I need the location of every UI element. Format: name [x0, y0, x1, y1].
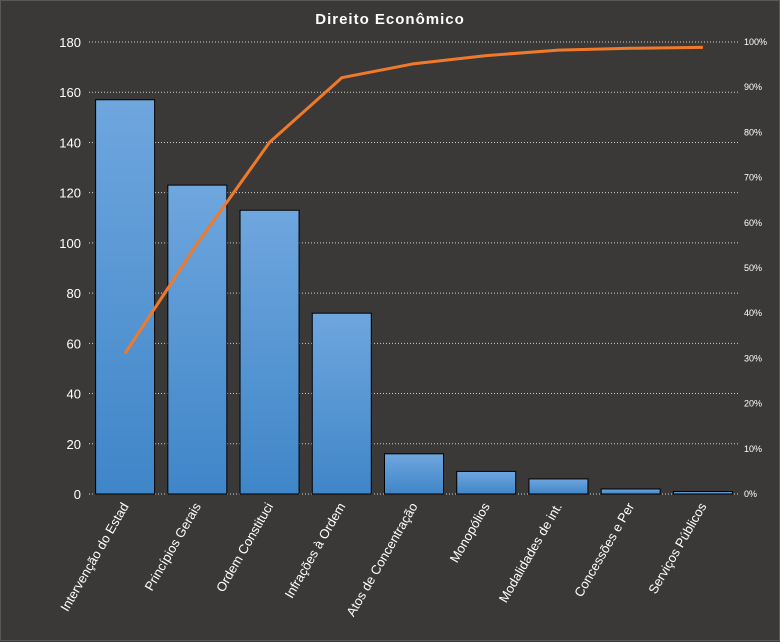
x-tick-label: Infrações à Ordem: [282, 500, 349, 601]
y-tick-label: 100: [59, 236, 81, 251]
y2-tick-label: 40%: [744, 308, 762, 318]
y-tick-label: 0: [74, 487, 81, 502]
x-tick-label: Concessões e Per: [571, 499, 637, 599]
bar: [384, 453, 444, 495]
bar: [600, 488, 661, 495]
y-tick-label: 40: [67, 387, 81, 402]
y-tick-label: 60: [67, 336, 81, 351]
x-tick-label: Princípios Gerais: [141, 500, 204, 594]
x-tick-label: Modalidades de int.: [496, 500, 565, 605]
y2-tick-label: 30%: [744, 353, 762, 363]
chart-title: Direito Econômico: [315, 11, 465, 28]
y-tick-label: 180: [59, 35, 81, 50]
bar: [672, 490, 733, 495]
y2-tick-label: 0%: [744, 489, 757, 499]
y2-tick-label: 20%: [744, 399, 762, 409]
y-tick-label: 80: [67, 286, 81, 301]
cumulative-percent-line: [123, 45, 703, 355]
y2-tick-label: 90%: [744, 82, 762, 92]
x-axis-labels: Intervenção do Estad Princípios Gerais Ord…: [57, 499, 709, 618]
cumulative-line: [123, 45, 703, 355]
bar: [311, 312, 372, 495]
x-tick-label: Intervenção do Estad: [57, 500, 131, 614]
x-tick-label: Atos de Concentração: [343, 500, 420, 619]
y-tick-label: 160: [59, 85, 81, 100]
x-tick-label: Monopólios: [447, 500, 493, 566]
y-tick-label: 120: [59, 186, 81, 201]
y-tick-label: 140: [59, 135, 81, 150]
y2-tick-label: 10%: [744, 444, 762, 454]
bar: [456, 470, 517, 495]
y2-tick-label: 60%: [744, 218, 762, 228]
bar: [239, 209, 300, 495]
y-tick-label: 20: [67, 437, 81, 452]
y-axis-primary: 0 20 40 60 80 100 120 140 160 180: [59, 35, 81, 502]
x-tick-label: Ordem Constituci: [213, 500, 276, 595]
bars: [95, 99, 733, 495]
bar: [528, 478, 589, 495]
y2-tick-label: 100%: [744, 37, 767, 47]
y2-tick-label: 70%: [744, 173, 762, 183]
bar: [95, 99, 156, 495]
x-tick-label: Serviços Públicos: [645, 500, 710, 597]
y2-tick-label: 50%: [744, 263, 762, 273]
bar: [167, 184, 228, 495]
y2-tick-label: 80%: [744, 127, 762, 137]
y-axis-secondary: 0% 10% 20% 30% 40% 50% 60% 70% 80% 90% 100%: [744, 37, 767, 499]
